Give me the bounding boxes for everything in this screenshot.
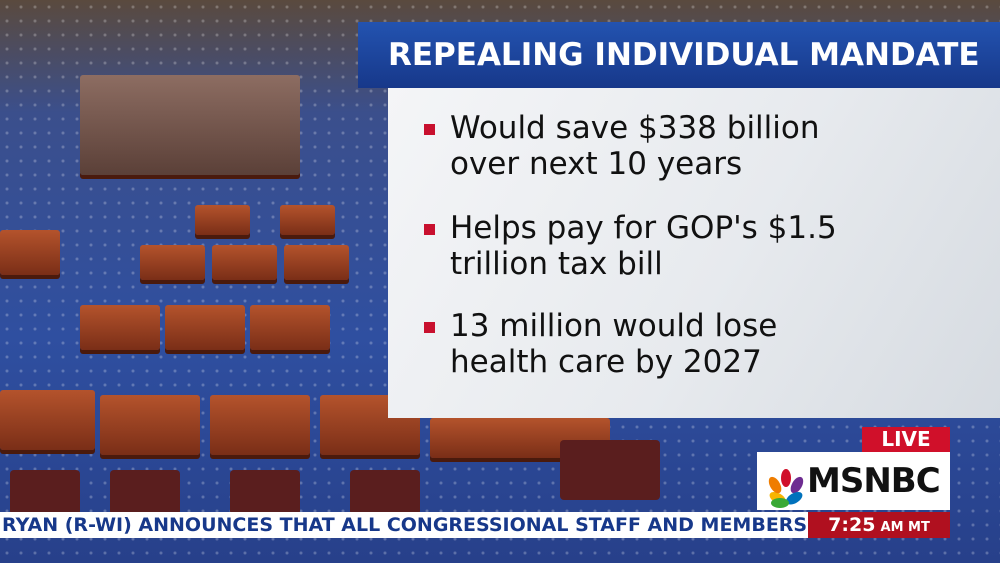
chair xyxy=(230,470,300,515)
desk xyxy=(284,245,349,280)
bullet-text: trillion tax bill xyxy=(450,246,663,282)
ticker: RYAN (R-WI) ANNOUNCES THAT ALL CONGRESSI… xyxy=(0,512,808,538)
desk xyxy=(100,395,200,455)
bullet-text: Helps pay for GOP's $1.5 xyxy=(450,210,837,246)
desk xyxy=(0,230,60,275)
time-zone: AM MT xyxy=(880,520,930,535)
desk xyxy=(280,205,335,235)
panel-body: Would save $338 billion over next 10 year… xyxy=(388,88,1000,418)
network-name: MSNBC xyxy=(807,461,941,501)
time: 7:25 xyxy=(828,514,876,536)
panel-title: REPEALING INDIVIDUAL MANDATE xyxy=(358,22,1000,88)
bullet-text: Would save $338 billion xyxy=(450,110,820,146)
bullet-marker xyxy=(424,224,435,235)
bullet-marker xyxy=(424,322,435,333)
bullet-marker xyxy=(424,124,435,135)
bullet-text: health care by 2027 xyxy=(450,344,762,380)
desk xyxy=(140,245,205,280)
bullet-text: over next 10 years xyxy=(450,146,743,182)
network-logo: MSNBC xyxy=(757,452,950,510)
desk xyxy=(212,245,277,280)
desk xyxy=(165,305,245,350)
peacock-icon xyxy=(768,469,804,508)
ticker-text: RYAN (R-WI) ANNOUNCES THAT ALL CONGRESSI… xyxy=(2,514,808,536)
clock: 7:25 AM MT xyxy=(808,512,950,538)
live-badge: LIVE xyxy=(862,427,950,452)
chair xyxy=(560,440,660,500)
bullet-item: Helps pay for GOP's $1.5 trillion tax bil… xyxy=(424,210,837,282)
rostrum xyxy=(80,75,300,175)
desk xyxy=(195,205,250,235)
bullet-text: 13 million would lose xyxy=(450,308,778,344)
desk xyxy=(0,390,95,450)
chair xyxy=(10,470,80,515)
info-panel: REPEALING INDIVIDUAL MANDATE Would save … xyxy=(358,22,1000,418)
bullet-item: Would save $338 billion over next 10 year… xyxy=(424,110,820,182)
desk xyxy=(210,395,310,455)
bullet-item: 13 million would lose health care by 2027 xyxy=(424,308,777,380)
chair xyxy=(110,470,180,515)
desk xyxy=(250,305,330,350)
desk xyxy=(80,305,160,350)
chair xyxy=(350,470,420,515)
